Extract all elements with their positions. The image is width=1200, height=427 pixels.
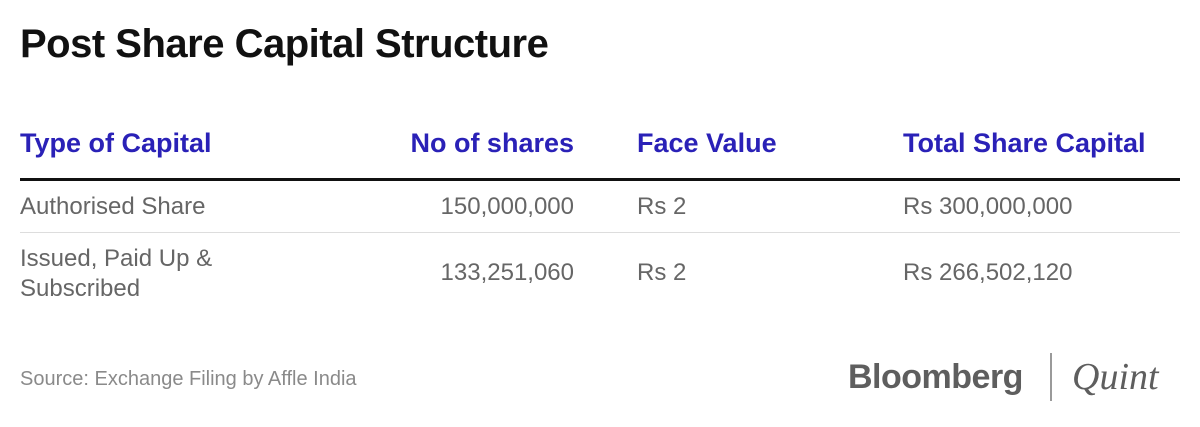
column-header-total: Total Share Capital	[903, 128, 1146, 159]
row-total: Rs 300,000,000	[903, 193, 1072, 221]
column-header-type: Type of Capital	[20, 128, 212, 159]
logo-quint-text: Quint	[1072, 352, 1159, 402]
row-face-value: Rs 2	[637, 193, 686, 221]
row-shares: 133,251,060	[441, 259, 574, 287]
row-face-value: Rs 2	[637, 259, 686, 287]
column-header-face-value: Face Value	[637, 128, 777, 159]
row-type: Authorised Share	[20, 193, 205, 221]
source-note: Source: Exchange Filing by Affle India	[20, 368, 357, 391]
header-divider	[20, 178, 1180, 181]
row-total: Rs 266,502,120	[903, 259, 1072, 287]
logo-bloomberg-text: Bloomberg	[848, 352, 1023, 402]
logo-divider	[1050, 353, 1052, 401]
column-header-shares: No of shares	[410, 128, 574, 159]
row-shares: 150,000,000	[441, 193, 574, 221]
row-divider	[20, 232, 1180, 233]
chart-title: Post Share Capital Structure	[20, 22, 548, 67]
row-type: Issued, Paid Up & Subscribed	[20, 244, 250, 304]
